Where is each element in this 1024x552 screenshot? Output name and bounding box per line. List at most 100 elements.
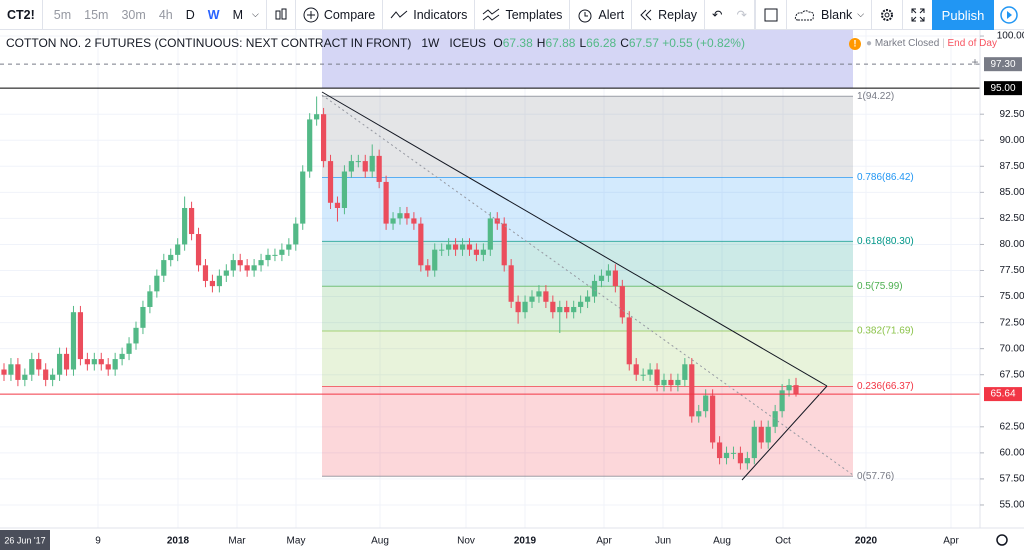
- templates-button[interactable]: Templates: [475, 0, 571, 30]
- candle-body: [91, 359, 97, 365]
- candle-icon: [275, 8, 287, 19]
- price-label-box: [984, 81, 1022, 96]
- candle-body: [327, 161, 334, 203]
- candle-body: [112, 359, 118, 370]
- candle-body: [383, 181, 389, 224]
- candle-body: [258, 260, 264, 266]
- interval-button[interactable]: M: [232, 7, 243, 22]
- toolbar: CT2! 5m 15m 30m 4h D W M ⌵ Compare Indicators T…: [0, 0, 1024, 30]
- candle-body: [682, 364, 688, 380]
- price-lines: [0, 63, 980, 395]
- candle-body: [522, 301, 528, 313]
- play-button[interactable]: [994, 0, 1024, 30]
- replay-icon: [640, 9, 652, 20]
- candle-body: [133, 327, 139, 344]
- candle-body: [543, 291, 549, 302]
- candle-body: [758, 426, 764, 443]
- candle-body: [251, 265, 257, 271]
- candle-body: [244, 265, 250, 271]
- trend-line: [321, 91, 828, 387]
- dot: ●: [866, 38, 873, 49]
- candle-body: [50, 374, 56, 380]
- interval-button[interactable]: 30m: [121, 7, 146, 22]
- grid: [0, 30, 980, 528]
- settings-icon[interactable]: [996, 534, 1008, 546]
- plus-icon[interactable]: +: [971, 55, 978, 69]
- candle-body: [404, 213, 410, 219]
- fib-label: 1(94.22): [857, 91, 894, 102]
- candle-body: [355, 161, 361, 163]
- interval-chevron: ⌵: [251, 9, 259, 19]
- play-icon: [1000, 6, 1018, 24]
- ohlc-key: H: [536, 36, 546, 50]
- y-tick-label: 57.50: [999, 474, 1024, 485]
- candle-body: [550, 301, 556, 313]
- candle-body: [1, 369, 7, 375]
- candle-body: [689, 364, 695, 417]
- indicators-icon: [390, 10, 408, 18]
- redo[interactable]: ↷: [736, 8, 748, 22]
- interval-button[interactable]: 5m: [53, 7, 72, 22]
- alert-icon: [578, 9, 592, 22]
- candle-body: [84, 359, 90, 365]
- replay-button[interactable]: Replay: [632, 0, 706, 30]
- candle-body: [15, 364, 21, 380]
- fib-label: 0.382(71.69): [857, 326, 914, 337]
- candle-body: [765, 426, 771, 443]
- y-tick-label: 55.00: [999, 500, 1024, 511]
- alert-button[interactable]: Alert: [570, 0, 633, 30]
- publish-button[interactable]: Publish: [932, 0, 994, 30]
- candle-body: [703, 395, 709, 412]
- status: Market Closed: [874, 38, 940, 49]
- warning-glyph: !: [854, 38, 857, 48]
- x-tick-label: Aug: [371, 536, 389, 547]
- ohlc-value: 67.38: [502, 36, 533, 50]
- candle-body: [647, 369, 653, 375]
- cloud-icon: [794, 9, 815, 20]
- candle-body: [793, 385, 799, 395]
- fib-zone: [322, 241, 853, 287]
- candle-body: [320, 114, 327, 162]
- candle-body: [140, 306, 146, 328]
- indicators-button[interactable]: Indicators: [383, 0, 476, 30]
- ohlc-key: O: [493, 36, 503, 50]
- x-tick-label: 2018: [167, 536, 190, 547]
- candle-body: [348, 161, 354, 172]
- candle-body: [279, 249, 285, 255]
- interval-button[interactable]: 15m: [84, 7, 109, 22]
- y-tick-label: 80.00: [999, 239, 1024, 250]
- warning-icon[interactable]: [849, 38, 861, 50]
- fib-zone: [322, 177, 853, 242]
- y-tick-label: 82.50: [999, 213, 1024, 224]
- y-tick-label: 92.50: [999, 109, 1024, 120]
- candle-body: [661, 379, 667, 386]
- candle-body: [564, 306, 570, 313]
- layout-button[interactable]: Blank ⌵: [787, 0, 873, 30]
- expand-icon: [911, 8, 925, 21]
- fib-label: 0.786(86.42): [857, 172, 914, 183]
- fullscreen-box[interactable]: [755, 0, 788, 30]
- candle-body: [751, 426, 757, 459]
- candle-body: [29, 359, 35, 375]
- settings-button[interactable]: [872, 0, 904, 30]
- interval-button[interactable]: W: [207, 7, 220, 22]
- fullscreen-button[interactable]: [903, 0, 935, 30]
- candle-body: [723, 452, 730, 459]
- interval-button[interactable]: 4h: [158, 7, 173, 22]
- y-tick-label: 60.00: [999, 448, 1024, 459]
- candle-body: [223, 270, 229, 276]
- price-label-box: [984, 387, 1022, 402]
- interval-button[interactable]: D: [185, 7, 195, 22]
- y-axis: 100.00 92.50 90.00 87.50 85.00 82.50 80.00 77.5…: [980, 31, 1024, 511]
- chart-style[interactable]: [267, 0, 296, 30]
- undo[interactable]: ↶: [712, 8, 723, 22]
- x-tick-label: 2019: [514, 536, 537, 547]
- symbol[interactable]: CT2!: [0, 0, 43, 30]
- candle-body: [418, 223, 424, 266]
- templates-icon: [483, 8, 500, 21]
- compare-button[interactable]: Compare: [296, 0, 384, 30]
- candle-body: [126, 343, 132, 354]
- candle-body: [216, 275, 222, 287]
- y-tick-label: 70.00: [999, 343, 1024, 354]
